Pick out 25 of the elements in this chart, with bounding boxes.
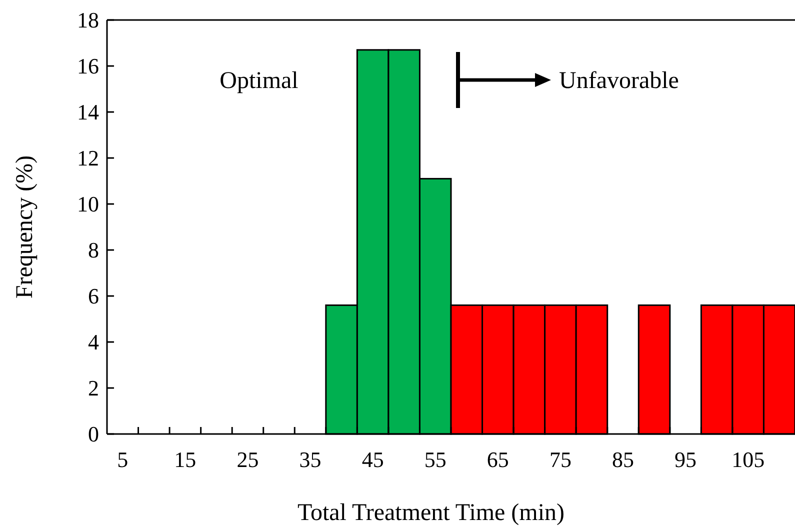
y-tick-label: 14 (77, 100, 99, 125)
x-tick-label: 65 (486, 447, 509, 472)
x-tick-label: 95 (674, 447, 697, 472)
y-tick-label: 8 (88, 238, 99, 263)
y-tick-label: 6 (88, 284, 99, 309)
y-tick-label: 0 (88, 422, 99, 447)
x-tick-label: 55 (424, 447, 446, 472)
y-tick-label: 4 (88, 330, 99, 355)
y-axis-title: Frequency (%) (12, 155, 38, 299)
annotation: Unfavorable (559, 68, 679, 94)
annotation: Optimal (220, 68, 299, 94)
x-tick-label: 45 (362, 447, 384, 472)
x-tick-label: 105 (732, 447, 765, 472)
y-tick-label: 2 (88, 376, 99, 401)
x-tick-label: 25 (236, 447, 259, 472)
x-axis-title: Total Treatment Time (min) (298, 500, 564, 526)
y-tick-label: 18 (77, 8, 99, 33)
y-tick-label: 12 (77, 146, 99, 171)
y-tick-label: 16 (77, 54, 99, 79)
x-tick-label: 85 (612, 447, 634, 472)
x-tick-label: 75 (549, 447, 572, 472)
x-tick-label: 5 (117, 447, 128, 472)
x-tick-label: 15 (174, 447, 196, 472)
y-tick-label: 10 (77, 192, 99, 217)
x-tick-label: 35 (299, 447, 322, 472)
